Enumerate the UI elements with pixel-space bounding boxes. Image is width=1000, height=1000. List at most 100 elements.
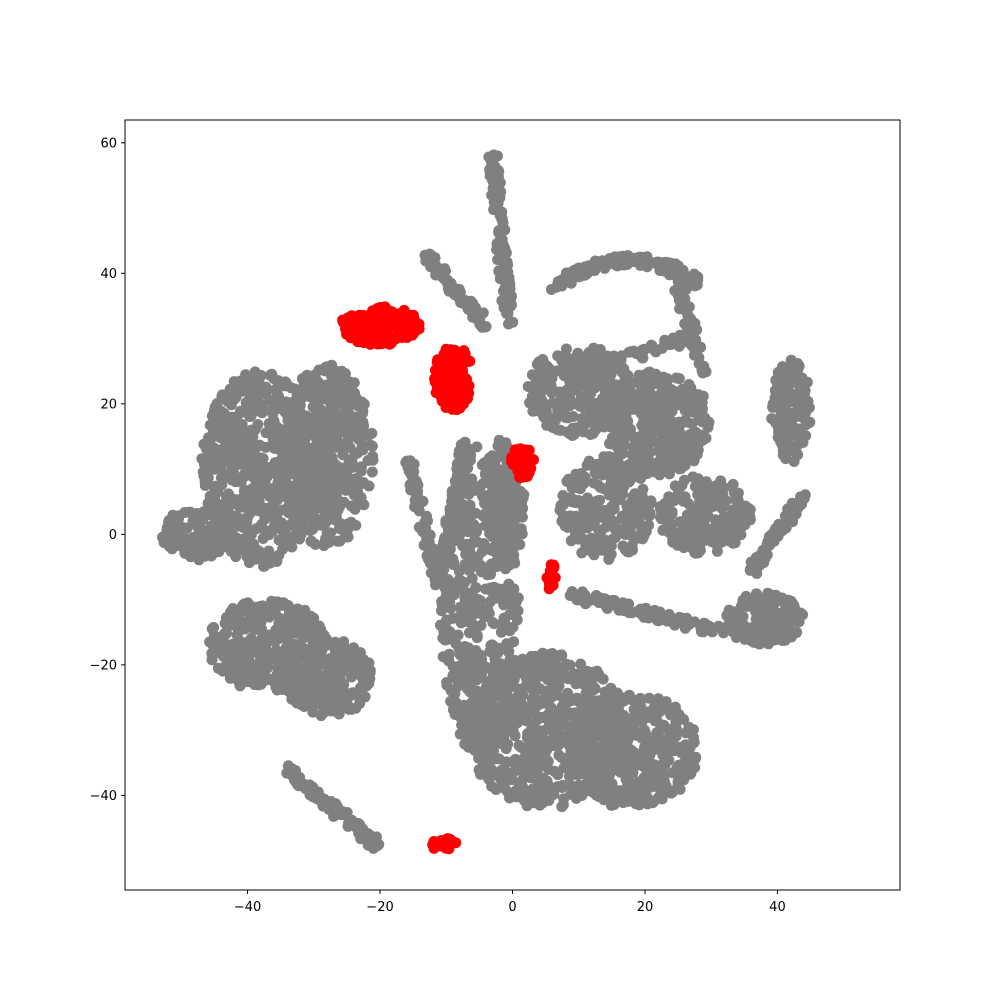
gray-point bbox=[350, 499, 362, 511]
gray-point bbox=[547, 705, 559, 717]
gray-point bbox=[583, 396, 595, 408]
gray-point bbox=[481, 737, 493, 748]
gray-point bbox=[526, 390, 538, 402]
gray-point bbox=[560, 343, 572, 355]
gray-point bbox=[294, 772, 306, 783]
gray-point bbox=[315, 653, 327, 665]
gray-point bbox=[493, 225, 505, 237]
gray-point bbox=[436, 599, 448, 611]
gray-point bbox=[220, 437, 232, 449]
gray-point bbox=[470, 582, 482, 593]
gray-point bbox=[338, 384, 349, 396]
gray-point bbox=[631, 606, 643, 618]
gray-point bbox=[350, 473, 362, 485]
gray-point bbox=[639, 760, 651, 772]
gray-point bbox=[318, 384, 330, 396]
gray-point bbox=[575, 746, 587, 758]
gray-point bbox=[294, 605, 306, 617]
gray-point bbox=[315, 684, 327, 696]
gray-point bbox=[257, 533, 269, 544]
gray-point bbox=[474, 765, 486, 777]
gray-point bbox=[618, 471, 630, 482]
gray-point bbox=[617, 540, 629, 552]
gray-point bbox=[686, 335, 698, 347]
gray-point bbox=[255, 452, 267, 464]
gray-point bbox=[589, 265, 601, 276]
gray-point bbox=[641, 255, 653, 267]
gray-point bbox=[253, 610, 265, 622]
gray-point bbox=[307, 375, 319, 387]
gray-point bbox=[653, 763, 665, 775]
gray-point bbox=[230, 494, 242, 506]
gray-point bbox=[629, 488, 641, 500]
gray-point bbox=[579, 780, 591, 792]
gray-point bbox=[328, 810, 340, 822]
gray-point bbox=[528, 403, 540, 415]
gray-point bbox=[256, 519, 267, 530]
gray-point bbox=[319, 365, 331, 377]
gray-point bbox=[496, 214, 508, 225]
gray-point bbox=[626, 728, 638, 739]
gray-point bbox=[256, 407, 268, 419]
gray-point bbox=[765, 534, 777, 546]
gray-point bbox=[406, 463, 418, 475]
gray-point bbox=[589, 382, 601, 394]
gray-point bbox=[613, 259, 625, 271]
gray-point bbox=[209, 401, 221, 413]
gray-point bbox=[305, 535, 317, 547]
gray-point bbox=[625, 346, 637, 358]
gray-point bbox=[343, 703, 355, 715]
gray-point bbox=[318, 503, 330, 515]
gray-point bbox=[493, 451, 504, 463]
gray-point bbox=[603, 366, 614, 378]
gray-point bbox=[439, 532, 451, 544]
gray-point bbox=[447, 499, 459, 511]
gray-point bbox=[297, 618, 308, 630]
gray-point bbox=[596, 750, 607, 762]
gray-point bbox=[305, 684, 317, 696]
gray-point bbox=[671, 268, 683, 280]
gray-point bbox=[454, 489, 466, 501]
gray-point bbox=[633, 513, 645, 525]
gray-point bbox=[574, 529, 586, 541]
gray-point bbox=[161, 525, 173, 537]
gray-point bbox=[464, 454, 476, 466]
gray-point bbox=[410, 475, 422, 487]
gray-point bbox=[466, 298, 478, 310]
gray-point bbox=[656, 793, 668, 805]
gray-point bbox=[304, 525, 316, 537]
gray-point bbox=[651, 743, 663, 755]
gray-point bbox=[252, 419, 264, 430]
gray-point bbox=[648, 702, 660, 714]
gray-point bbox=[259, 560, 271, 572]
gray-point bbox=[245, 461, 257, 473]
gray-point bbox=[224, 508, 236, 520]
gray-point bbox=[470, 507, 482, 519]
gray-point bbox=[244, 542, 256, 554]
gray-point bbox=[624, 383, 636, 395]
gray-point bbox=[248, 376, 260, 387]
gray-point bbox=[271, 385, 283, 397]
gray-point bbox=[306, 619, 318, 631]
gray-point bbox=[492, 150, 503, 162]
gray-point bbox=[571, 514, 583, 526]
gray-point bbox=[617, 597, 629, 609]
gray-point bbox=[638, 498, 650, 510]
gray-point bbox=[475, 619, 487, 631]
gray-point bbox=[526, 723, 538, 735]
gray-point bbox=[685, 382, 697, 394]
gray-point bbox=[779, 510, 791, 522]
gray-point bbox=[297, 434, 309, 446]
gray-point bbox=[525, 750, 537, 762]
gray-point bbox=[541, 382, 553, 394]
gray-point bbox=[217, 540, 228, 552]
gray-point bbox=[453, 574, 465, 586]
gray-point bbox=[182, 541, 194, 552]
gray-point bbox=[531, 767, 543, 779]
gray-point bbox=[653, 726, 665, 738]
gray-point bbox=[564, 273, 576, 285]
gray-point bbox=[666, 786, 678, 797]
gray-point bbox=[219, 628, 231, 640]
gray-point bbox=[582, 512, 594, 524]
gray-point bbox=[512, 683, 524, 695]
